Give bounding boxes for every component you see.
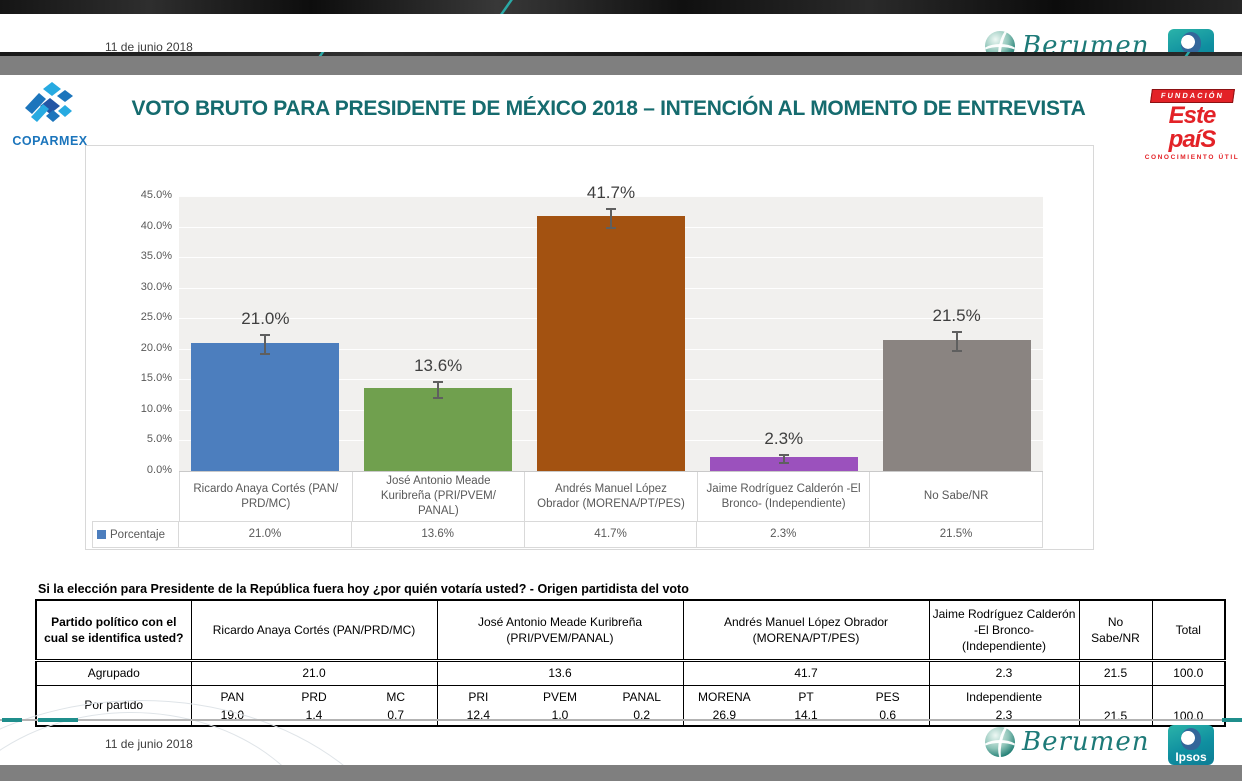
footer-divider <box>0 719 1242 721</box>
page-title: VOTO BRUTO PARA PRESIDENTE DE MÉXICO 201… <box>131 97 1086 120</box>
ipsos-head-icon <box>1181 728 1201 750</box>
table-col-header: Andrés Manuel López Obrador (MORENA/PT/P… <box>682 599 930 662</box>
chart-box: Ricardo Anaya Cortés (PAN/ PRD/MC) José A… <box>85 145 1094 550</box>
bar-value-label: 21.5% <box>932 306 981 326</box>
estepais-wordmark: Este paíS <box>1168 101 1217 153</box>
party-cell: MC 0.7 <box>386 689 406 722</box>
legend-key-icon <box>97 530 106 539</box>
table-col-header: Jaime Rodríguez Calderón -El Bronco- (In… <box>928 599 1080 662</box>
header-band: 11 de junio 2018 Berumen Ipsos <box>0 14 1242 69</box>
table-col-header: Ricardo Anaya Cortés (PAN/PRD/MC) <box>190 599 438 662</box>
footer-date: 11 de junio 2018 <box>105 737 193 751</box>
party-cell: PT 14.1 <box>794 689 818 722</box>
bar-value-label: 13.6% <box>414 355 463 375</box>
party-cell: PES 0.6 <box>875 689 900 722</box>
plot-area <box>179 196 1043 472</box>
table-row-header: Partido político con el cual se identifi… <box>35 599 192 662</box>
category-label: Ricardo Anaya Cortés (PAN/ PRD/MC) <box>179 472 352 521</box>
y-tick-label: 15.0% <box>140 372 172 385</box>
header-date: 11 de junio 2018 <box>105 40 193 54</box>
category-label: Jaime Rodríguez Calderón -El Bronco- (In… <box>696 472 870 521</box>
bar <box>364 387 513 471</box>
category-label: Andrés Manuel López Obrador (MORENA/PT/P… <box>524 472 697 521</box>
table-col-header: Total <box>1151 599 1226 662</box>
y-tick-label: 0.0% <box>146 464 172 476</box>
party-cell: PVEM 1.0 <box>543 689 578 722</box>
y-tick-label: 45.0% <box>140 189 172 201</box>
bar-value-label: 41.7% <box>586 182 636 202</box>
coparmex-wordmark: COPARMEX <box>12 134 88 148</box>
table-col-header: No Sabe/NR <box>1078 599 1153 662</box>
table-header-row: Partido político con el cual se identifi… <box>35 599 1226 662</box>
top-banner <box>0 0 1242 14</box>
bar <box>191 342 340 471</box>
ipsos-logo-footer: Ipsos <box>1168 725 1214 765</box>
table-row-agrupado: Agrupado 21.0 13.6 41.7 2.3 21.5 100.0 <box>35 660 1226 686</box>
coparmex-logo: COPARMEX <box>8 80 92 148</box>
teal-dash-decoration <box>1222 718 1242 722</box>
data-table-value: 41.7% <box>525 521 698 547</box>
origin-table: Partido político con el cual se identifi… <box>35 599 1226 727</box>
error-bar <box>951 331 962 353</box>
category-label: No Sabe/NR <box>869 472 1043 521</box>
y-tick-label: 25.0% <box>140 311 172 324</box>
bar-value-label: 2.3% <box>764 428 804 448</box>
legend-item-porcentaje: Porcentaje <box>92 521 179 547</box>
data-table-value: 21.0% <box>179 521 352 547</box>
gray-band <box>0 56 1242 75</box>
estepais-banner: FUNDACIÓN <box>1149 89 1235 103</box>
table-cell: 2.3 <box>928 660 1080 686</box>
table-cell: 41.7 <box>682 660 930 686</box>
teal-dash-decoration <box>38 718 78 722</box>
gridline <box>179 196 1043 197</box>
y-tick-label: 30.0% <box>140 280 172 293</box>
ipsos-head-icon <box>1181 32 1201 54</box>
party-cell: MORENA 26.9 <box>698 689 751 722</box>
y-tick-label: 10.0% <box>140 402 172 415</box>
table-cell: 21.0 <box>190 660 438 686</box>
berumen-sphere-icon <box>985 727 1015 757</box>
berumen-logo-footer: Berumen <box>985 727 1149 757</box>
y-tick-label: 35.0% <box>140 250 172 263</box>
teal-diagonal-decoration <box>500 0 513 14</box>
category-label: José Antonio Meade Kuribreña (PRI/PVEM/ … <box>351 472 525 521</box>
party-cell: PRI 12.4 <box>466 689 491 722</box>
thin-dark-strip <box>0 52 1242 56</box>
table-cell: 21.5 <box>1078 660 1153 686</box>
estepais-logo: FUNDACIÓN Este paíS CONOCIMIENTO ÚTIL <box>1144 86 1240 161</box>
table-cell: 13.6 <box>436 660 684 686</box>
table-title: Si la elección para Presidente de la Rep… <box>38 582 689 596</box>
error-bar <box>778 453 789 464</box>
berumen-wordmark: Berumen <box>1022 727 1150 757</box>
data-table-value: 13.6% <box>352 521 525 547</box>
y-tick-label: 40.0% <box>140 219 172 232</box>
bar <box>882 339 1031 471</box>
party-cell: PRD 1.4 <box>301 689 327 722</box>
y-tick-label: 20.0% <box>140 341 172 354</box>
bar <box>537 216 685 471</box>
estepais-tagline: CONOCIMIENTO ÚTIL <box>1144 153 1240 161</box>
table-cell: 100.0 <box>1151 660 1226 686</box>
row-label: Agrupado <box>35 660 192 686</box>
chart-data-table-row: Porcentaje 21.0% 13.6% 41.7% 2.3% 21.5% <box>92 521 1043 548</box>
legend-label: Porcentaje <box>110 528 165 541</box>
data-table-value: 2.3% <box>697 521 871 547</box>
bottom-gray-band <box>0 765 1242 781</box>
error-bar <box>433 380 444 400</box>
bar-value-label: 21.0% <box>241 309 290 329</box>
y-tick-label: 5.0% <box>146 433 172 446</box>
ipsos-wordmark: Ipsos <box>1175 750 1207 764</box>
error-bar <box>260 334 271 356</box>
error-bar <box>606 207 616 229</box>
teal-dash-decoration <box>2 718 22 722</box>
coparmex-mark-icon <box>25 82 73 122</box>
party-cell: PANAL 0.2 <box>622 689 661 722</box>
data-table-value: 21.5% <box>870 521 1043 547</box>
category-axis-row: Ricardo Anaya Cortés (PAN/ PRD/MC) José A… <box>179 472 1043 522</box>
table-col-header: José Antonio Meade Kuribreña (PRI/PVEM/P… <box>436 599 684 662</box>
